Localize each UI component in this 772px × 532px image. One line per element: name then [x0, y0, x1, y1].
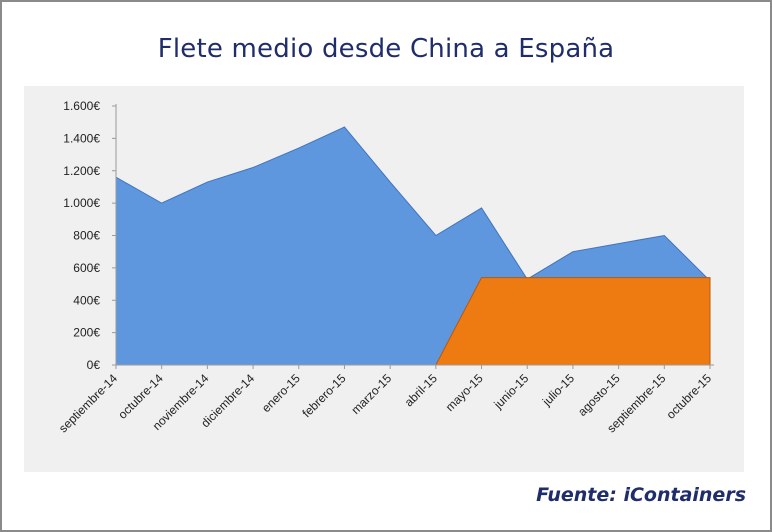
x-tick-label: junio-15 [491, 371, 532, 412]
x-tick-label: marzo-15 [349, 371, 395, 417]
x-tick-label: agosto-15 [575, 371, 623, 419]
chart-title: Flete medio desde China a España [157, 34, 615, 64]
y-tick-label: 1.400€ [63, 131, 100, 145]
y-tick-label: 200€ [73, 326, 100, 340]
y-tick-label: 0€ [87, 358, 101, 372]
y-axis-labels: 0€ 200€ 400€ 600€ 800€ 1.000€ 1.200€ 1.400€ 1.60… [63, 99, 100, 372]
chart-axes [112, 104, 714, 369]
y-tick-label: 800€ [73, 229, 100, 243]
x-tick-label: mayo-15 [443, 371, 486, 414]
x-axis-labels: septiembre-14octubre-14noviembre-14dicie… [56, 371, 714, 435]
chart-areas [115, 126, 711, 366]
x-tick-label: septiembre-14 [56, 371, 120, 435]
source-note: Fuente: iContainers [536, 484, 746, 506]
y-tick-label: 600€ [73, 261, 100, 275]
x-tick-label: octubre-15 [664, 371, 715, 422]
x-tick-label: febrero-15 [300, 371, 349, 420]
y-tick-label: 400€ [73, 293, 100, 307]
x-tick-label: abril-15 [402, 371, 440, 409]
y-tick-label: 1.000€ [63, 196, 100, 210]
y-tick-label: 1.600€ [63, 99, 100, 113]
x-tick-label: enero-15 [259, 371, 303, 415]
x-tick-label: julio-15 [539, 371, 577, 409]
y-tick-label: 1.200€ [63, 164, 100, 178]
